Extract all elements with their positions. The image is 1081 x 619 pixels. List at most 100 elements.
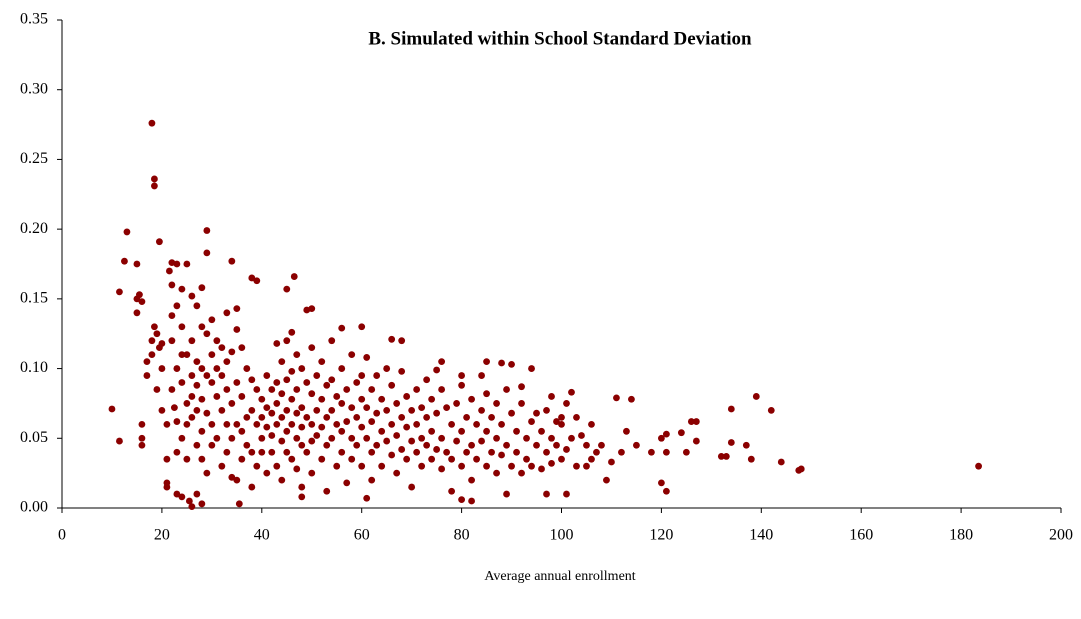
data-point [483, 390, 490, 398]
data-point [333, 393, 341, 400]
data-point [463, 413, 470, 421]
data-point [203, 227, 211, 234]
data-point [383, 365, 391, 372]
data-point [248, 483, 256, 491]
x-axis-label: Average annual enrollment [484, 569, 635, 584]
data-point [458, 496, 465, 504]
data-point [408, 483, 416, 491]
data-point [777, 458, 785, 466]
data-point [727, 405, 735, 413]
data-point [298, 423, 306, 431]
data-point [433, 409, 441, 417]
data-point [288, 328, 296, 336]
data-point [288, 367, 296, 375]
data-point [458, 462, 465, 470]
data-point [198, 455, 206, 463]
data-point [218, 407, 226, 414]
data-point [138, 441, 146, 449]
data-point [188, 503, 196, 511]
data-point [443, 448, 451, 456]
data-point [133, 309, 141, 317]
data-point [508, 462, 515, 470]
data-point [208, 351, 216, 359]
data-point [173, 365, 181, 372]
data-point [428, 427, 436, 435]
data-point [443, 404, 451, 412]
data-point [553, 441, 560, 449]
data-point [378, 427, 386, 435]
data-point [458, 427, 465, 435]
data-point [238, 393, 246, 400]
data-point [403, 455, 411, 463]
data-point [458, 372, 465, 379]
data-point [563, 446, 570, 453]
data-point [151, 323, 158, 331]
data-point [273, 400, 281, 407]
data-point [368, 448, 376, 456]
data-point [283, 448, 291, 456]
data-point [413, 420, 421, 428]
data-point [463, 448, 470, 456]
data-point [268, 448, 276, 456]
data-point [722, 453, 730, 460]
data-point [278, 390, 286, 398]
data-point [338, 427, 346, 435]
data-point [413, 386, 421, 393]
data-point [298, 493, 306, 501]
data-point [153, 330, 161, 338]
data-point [618, 448, 625, 456]
data-point [333, 420, 341, 428]
data-point [163, 455, 171, 463]
x-tick-label: 140 [749, 527, 773, 544]
data-point [338, 324, 346, 332]
data-point [368, 418, 376, 425]
data-point [343, 479, 351, 487]
data-point [158, 365, 166, 372]
data-point [548, 434, 555, 442]
data-point [398, 367, 406, 375]
data-point [398, 446, 406, 453]
data-point [203, 249, 211, 257]
data-point [393, 400, 401, 407]
data-point [213, 434, 221, 442]
data-point [183, 455, 191, 463]
data-point [598, 441, 605, 449]
data-point [383, 437, 391, 445]
x-tick-label: 200 [1049, 527, 1073, 544]
data-point [248, 376, 256, 384]
data-point [358, 462, 366, 470]
data-point [213, 365, 221, 372]
data-point [323, 487, 331, 495]
data-point [263, 404, 271, 412]
data-point [363, 434, 371, 442]
data-point [178, 323, 186, 331]
data-point [163, 420, 171, 428]
data-point [483, 462, 490, 470]
data-point [308, 437, 316, 445]
data-point [373, 409, 381, 417]
data-point [218, 372, 226, 379]
data-point [293, 409, 301, 417]
data-point [578, 432, 585, 439]
data-point [975, 462, 982, 470]
data-point [233, 420, 241, 428]
data-point [628, 395, 635, 403]
data-point [213, 393, 221, 400]
data-point [433, 446, 441, 453]
data-point [243, 441, 251, 449]
x-tick-label: 160 [849, 527, 873, 544]
data-point [116, 288, 123, 296]
data-point [273, 379, 281, 386]
data-point [418, 462, 426, 470]
data-point [548, 393, 555, 400]
data-point [288, 455, 296, 463]
data-point [183, 420, 191, 428]
data-point [233, 379, 241, 386]
data-point [213, 337, 221, 345]
data-point [223, 420, 231, 428]
data-point [588, 455, 595, 463]
data-point [503, 386, 510, 393]
data-point [662, 430, 670, 438]
data-point [423, 376, 431, 384]
data-point [178, 434, 186, 442]
